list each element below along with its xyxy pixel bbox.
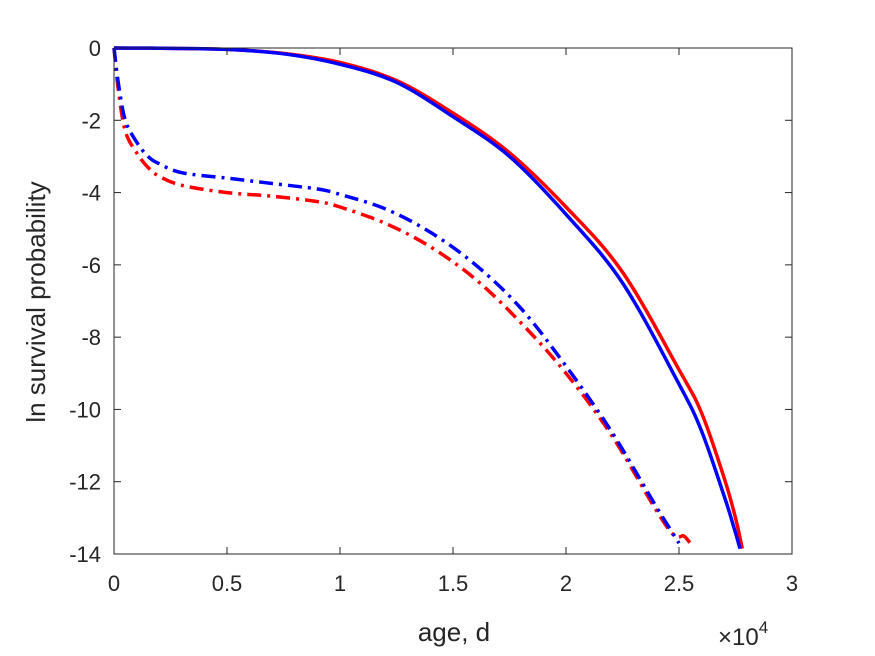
y-tick-label: -14: [69, 542, 101, 567]
y-tick-label: -4: [81, 181, 101, 206]
x-exponent-base: ×10: [718, 624, 759, 651]
series-line-3: [112, 47, 692, 545]
y-tick-label: 0: [89, 36, 101, 61]
y-ticks: 0 -2 -4 -6 -8 -10 -12 -14: [69, 36, 792, 567]
x-exponent-label: ×104: [718, 618, 768, 651]
y-tick-label: -12: [69, 470, 101, 495]
y-tick-label: -6: [81, 253, 101, 278]
y-tick-label: -8: [81, 325, 101, 350]
x-exponent-power: 4: [759, 618, 768, 637]
series-line-2: [113, 46, 742, 550]
x-tick-label: 0.5: [212, 571, 243, 596]
plot-lines: [112, 46, 745, 550]
x-tick-label: 3: [786, 571, 798, 596]
x-tick-label: 1.5: [438, 571, 469, 596]
x-axis-label: age, d: [418, 617, 490, 647]
y-tick-label: -10: [69, 397, 101, 422]
x-tick-label: 1: [334, 571, 346, 596]
x-ticks: 0 0.5 1 1.5 2 2.5 3: [108, 48, 798, 596]
x-tick-label: 2.5: [664, 571, 695, 596]
y-tick-label: -2: [81, 108, 101, 133]
x-tick-label: 2: [560, 571, 572, 596]
y-axis-label: ln survival probability: [21, 181, 51, 422]
x-tick-label: 0: [108, 571, 120, 596]
